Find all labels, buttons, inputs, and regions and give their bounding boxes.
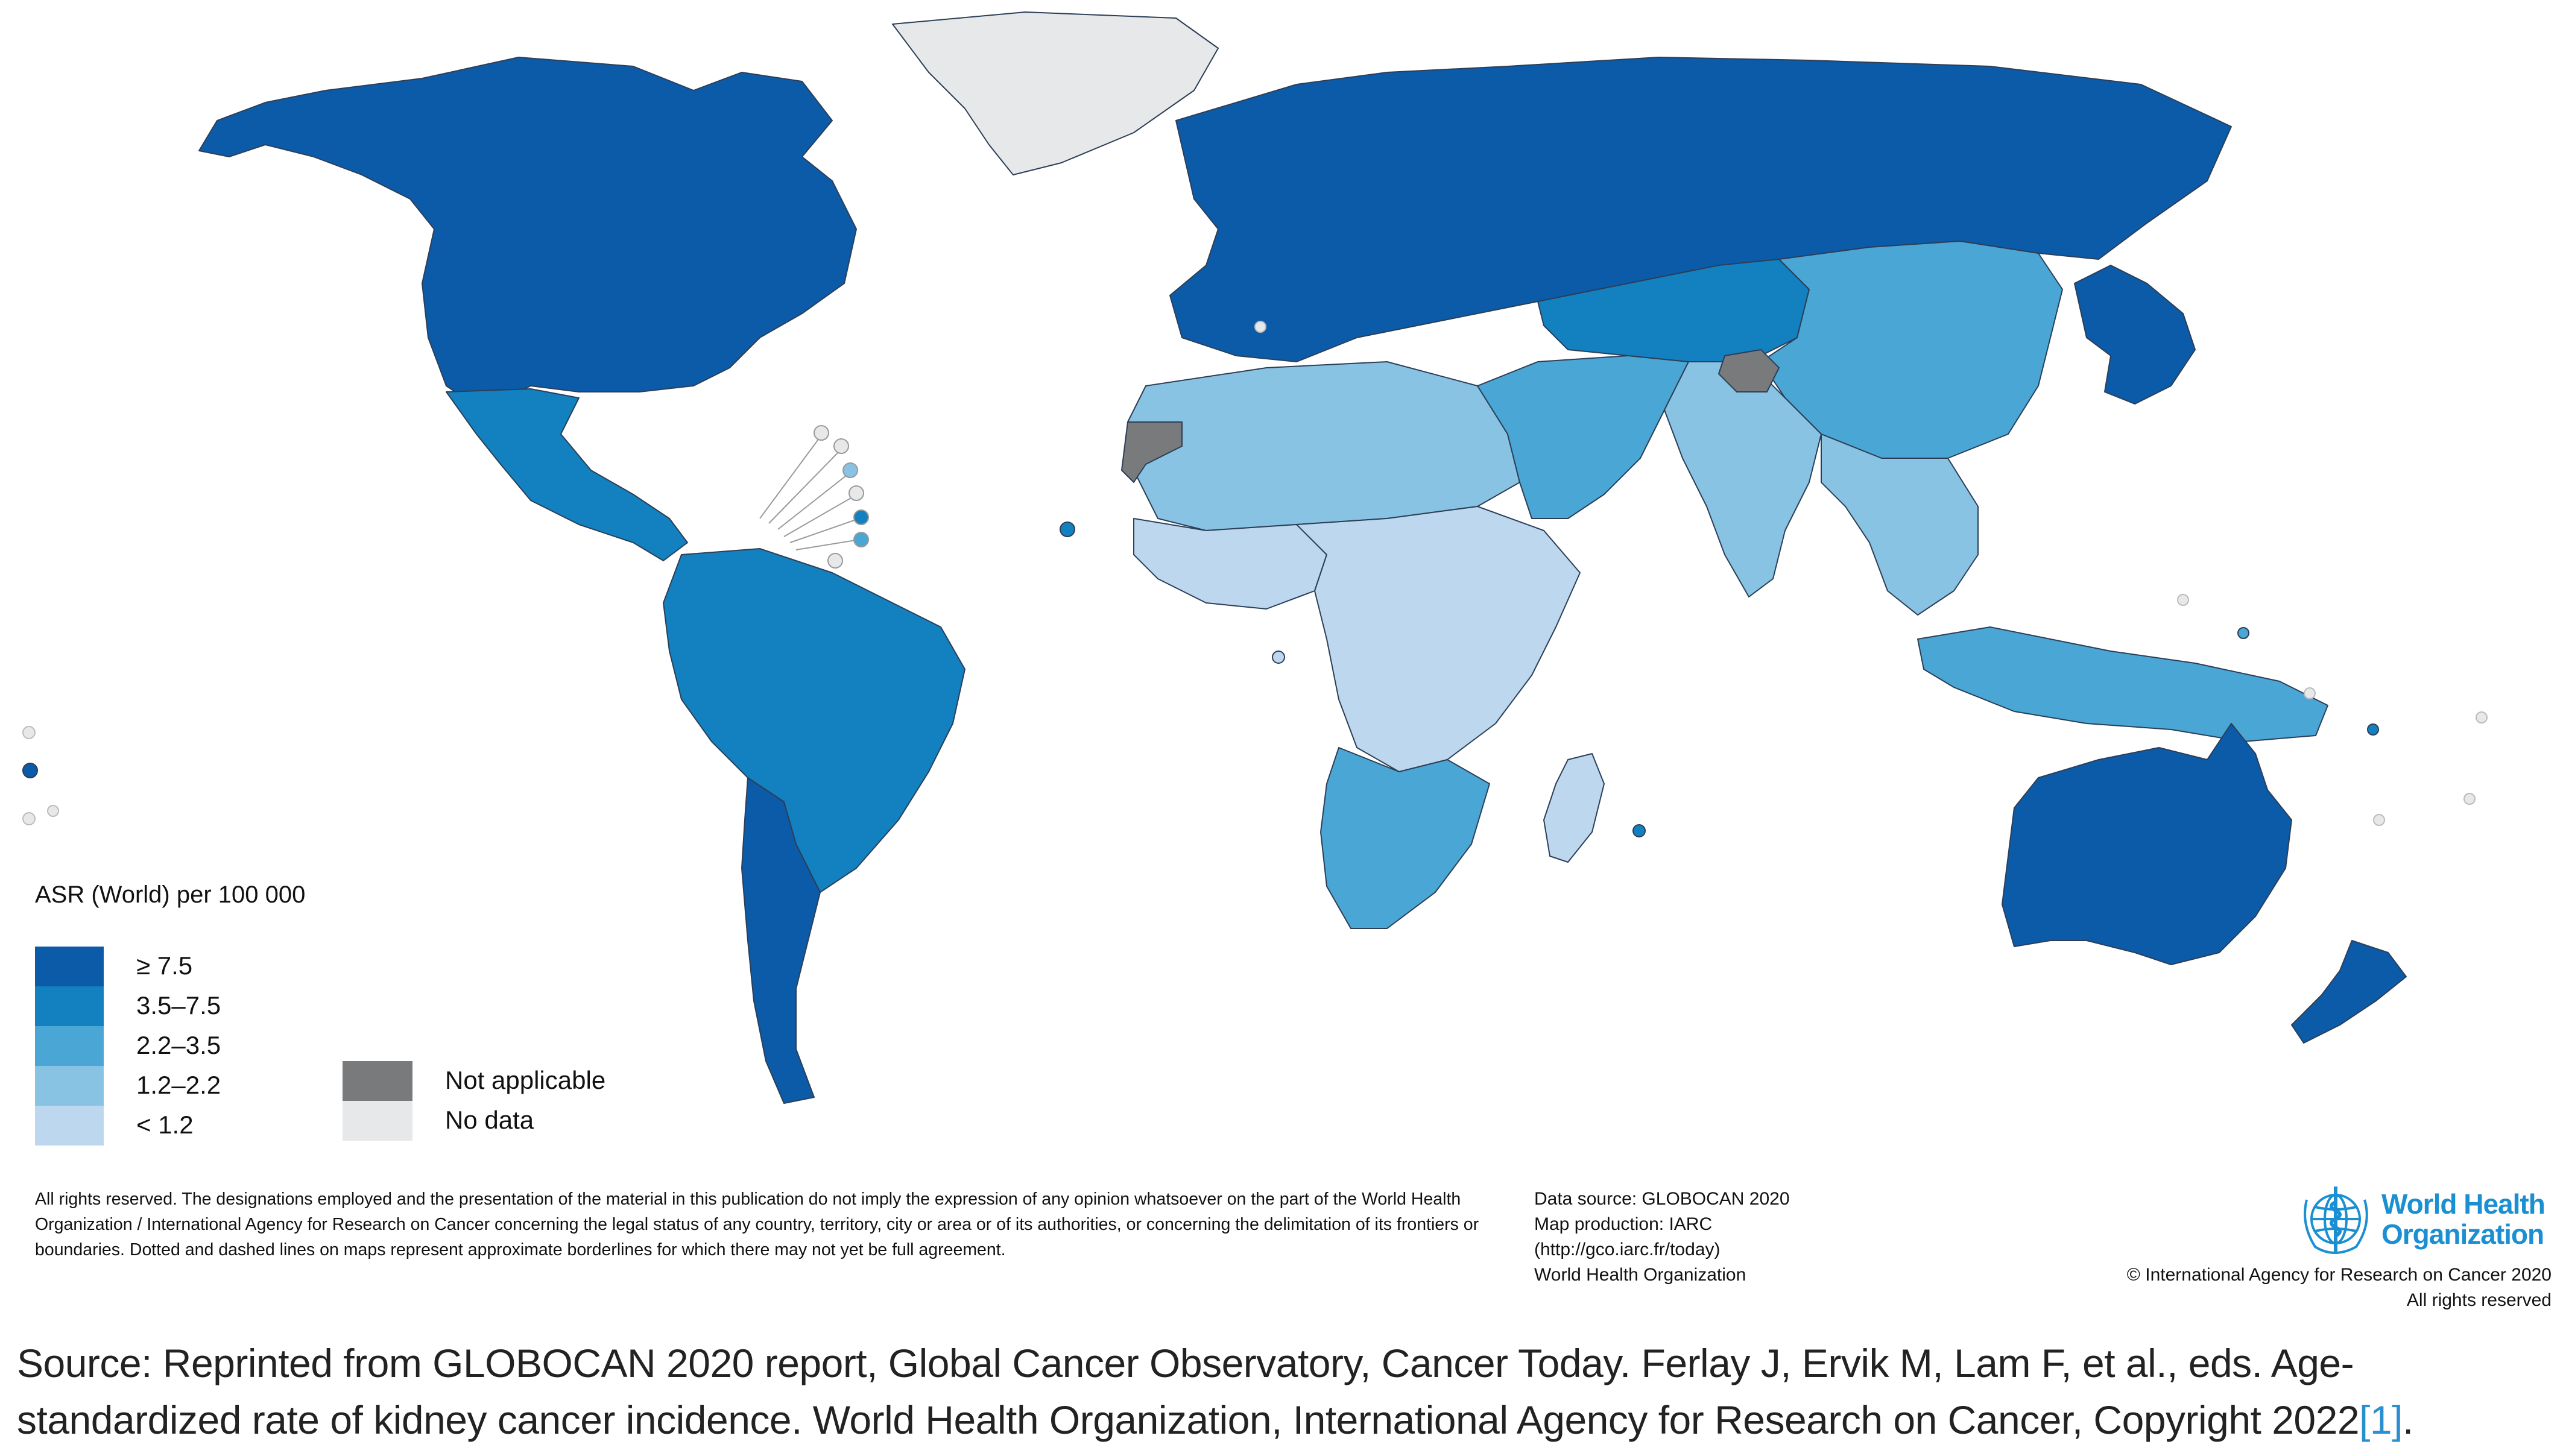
gco-link[interactable]: (http://gco.iarc.fr/today): [1534, 1240, 1721, 1259]
region-greenland: [892, 11, 1219, 175]
region-north-africa: [1127, 361, 1520, 531]
legend-item: 3.5–7.5: [35, 986, 337, 1026]
legend-item: No data: [343, 1101, 680, 1141]
region-western-sahara: [1121, 421, 1183, 483]
legend-item: Not applicable: [343, 1061, 680, 1101]
region-central-asia: [1537, 259, 1810, 362]
region-middle-east: [1477, 355, 1689, 519]
map-legend: ASR (World) per 100 000 ≥ 7.5 3.5–7.5 2.2–…: [35, 881, 698, 1147]
credits: Data source: GLOBOCAN 2020 Map productio…: [1534, 1187, 1968, 1288]
caribbean-callouts: [759, 425, 869, 569]
legend-label: < 1.2: [136, 1111, 194, 1139]
legend-label: 1.2–2.2: [136, 1071, 221, 1099]
source-end: .: [2402, 1398, 2413, 1442]
legend-label: No data: [445, 1106, 534, 1134]
legend-swatch: [343, 1101, 412, 1141]
legend-swatch: [343, 1061, 412, 1101]
legend-swatch: [35, 1106, 104, 1146]
legend-swatch: [35, 1026, 104, 1066]
legend-swatch: [35, 947, 104, 986]
who-name-line1: World Health: [2381, 1188, 2545, 1220]
region-kashmir: [1718, 349, 1780, 392]
who-logo: World Health Organization: [2298, 1182, 2552, 1260]
region-japan-korea: [2074, 265, 2196, 405]
who-name: World Health Organization: [2381, 1189, 2545, 1249]
region-west-africa: [1133, 518, 1327, 610]
credits-org: World Health Organization: [1534, 1265, 1746, 1285]
legend-label: 2.2–3.5: [136, 1031, 221, 1059]
source-caption: Source: Reprinted from GLOBOCAN 2020 rep…: [17, 1335, 2550, 1448]
region-argentina-chile: [741, 777, 821, 1104]
legend-item: ≥ 7.5: [35, 947, 337, 986]
legend-item: 2.2–3.5: [35, 1026, 337, 1066]
legend-label: 3.5–7.5: [136, 991, 221, 1020]
copyright-text: © International Agency for Research on C…: [2126, 1265, 2552, 1285]
source-text: Source: Reprinted from GLOBOCAN 2020 rep…: [17, 1341, 2360, 1442]
disclaimer-text: All rights reserved. The designations em…: [35, 1190, 1479, 1259]
world-map: [22, 11, 2488, 1104]
small-islands: [22, 321, 2488, 837]
map-production: Map production: IARC: [1534, 1214, 1713, 1234]
region-indonesia: [1917, 626, 2328, 742]
reference-link[interactable]: [1]: [2359, 1398, 2403, 1442]
legend-title: ASR (World) per 100 000: [35, 881, 306, 908]
region-india: [1664, 361, 1822, 597]
region-north-america: [198, 57, 857, 411]
data-source: Data source: GLOBOCAN 2020: [1534, 1189, 1790, 1209]
map-regions: [198, 11, 2407, 1104]
legend-swatch: [35, 1066, 104, 1106]
region-mexico-central-america: [446, 388, 688, 561]
region-central-africa: [1296, 506, 1581, 772]
region-southeast-asia: [1821, 433, 1979, 616]
legend-item: < 1.2: [35, 1106, 337, 1146]
region-new-zealand: [2291, 940, 2407, 1044]
legend-label: ≥ 7.5: [136, 951, 193, 980]
legend-swatch: [35, 986, 104, 1026]
region-madagascar: [1543, 753, 1605, 863]
region-australia: [2002, 723, 2292, 965]
region-southern-africa: [1320, 747, 1490, 929]
who-block: World Health Organization © Internationa…: [2009, 1182, 2552, 1314]
who-name-line2: Organization: [2381, 1218, 2544, 1250]
rights-text: All rights reserved: [2406, 1290, 2552, 1310]
region-south-america: [663, 548, 965, 893]
who-copyright: © International Agency for Research on C…: [2127, 1262, 2552, 1313]
legend-item: 1.2–2.2: [35, 1066, 337, 1106]
region-china: [1760, 241, 2063, 459]
who-emblem-icon: [2304, 1187, 2368, 1254]
legend-label: Not applicable: [445, 1066, 606, 1094]
